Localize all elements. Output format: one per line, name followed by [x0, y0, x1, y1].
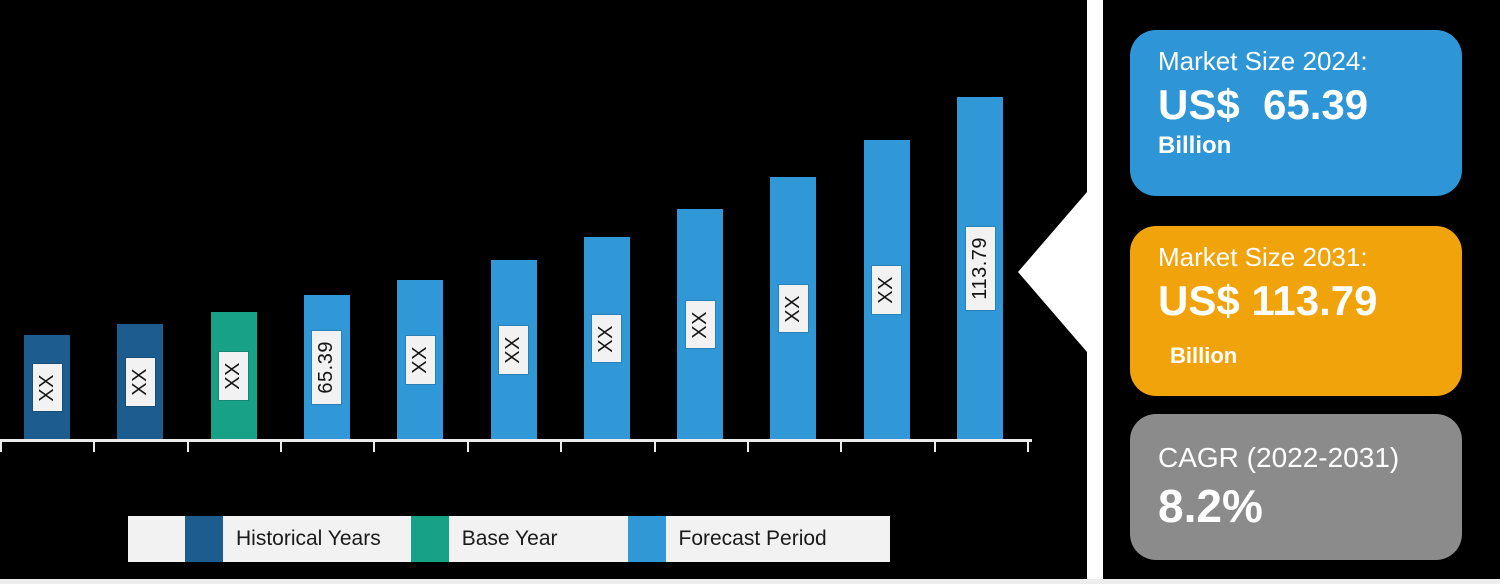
- bar-forecast-period: XX: [677, 209, 724, 440]
- x-axis-tick: [653, 442, 656, 452]
- legend-swatch: [627, 516, 666, 562]
- x-axis-tick: [93, 442, 96, 452]
- cagr-card: CAGR (2022-2031) 8.2%: [1130, 414, 1462, 560]
- bar-value-label: XX: [125, 358, 155, 406]
- legend-item-forecast-period: Forecast Period: [627, 516, 827, 562]
- bar-value-label: XX: [499, 326, 528, 374]
- bar-forecast-period: 113.79: [957, 97, 1003, 440]
- legend-item-base-year: Base Year: [410, 516, 558, 562]
- bar-forecast-period: XX: [770, 177, 817, 440]
- bar-value-label: XX: [778, 284, 808, 333]
- card-title: Market Size 2031:: [1158, 242, 1368, 272]
- bar-value-text: XX: [595, 324, 618, 353]
- bar-base-year: XX: [210, 312, 257, 440]
- x-axis-line: [0, 439, 1032, 442]
- bar-forecast-period: XX: [397, 280, 444, 440]
- chart-legend: Historical Years Base Year Forecast Period: [128, 516, 890, 562]
- legend-label: Base Year: [461, 527, 558, 550]
- bar-value-label: XX: [592, 314, 622, 363]
- bar-value-label: 113.79: [965, 227, 995, 310]
- legend-swatch: [185, 516, 223, 562]
- x-axis-tick: [840, 442, 843, 452]
- bar-value-text: XX: [128, 368, 151, 396]
- bar-value-text: XX: [781, 294, 804, 323]
- bottom-border: [0, 579, 1500, 584]
- card-unit: Billion: [1170, 342, 1238, 368]
- bar-value-text: XX: [222, 362, 245, 390]
- x-axis-tick: [1026, 442, 1029, 452]
- bar-value-text: XX: [35, 373, 58, 402]
- x-axis-tick: [0, 442, 2, 452]
- bar-chart-plot: XX XX XX 65.39 XX XX XX XX XX XX 113.79: [0, 97, 1032, 452]
- bar-value-label: XX: [405, 336, 435, 384]
- bar-value-text: XX: [502, 336, 524, 364]
- stat-cards: Market Size 2024: US$ 65.39 Billion Mark…: [1130, 0, 1462, 584]
- market-size-2031-card: Market Size 2031: US$ 113.79 Billion: [1130, 226, 1462, 396]
- card-value: 8.2%: [1158, 480, 1263, 532]
- card-value: US$ 65.39: [1158, 80, 1369, 128]
- legend-swatch: [410, 516, 449, 562]
- card-title: Market Size 2024:: [1158, 46, 1368, 76]
- x-axis-tick: [560, 442, 563, 452]
- bar-value-text: 113.79: [968, 237, 991, 300]
- bar-value-text: XX: [875, 276, 898, 304]
- bar-forecast-period: XX: [583, 237, 630, 440]
- card-unit: Billion: [1158, 131, 1232, 159]
- bar-forecast-period: 65.39: [303, 295, 350, 440]
- bar-value-text: XX: [688, 310, 711, 339]
- bar-value-label: XX: [685, 300, 715, 349]
- bar-value-label: XX: [872, 266, 902, 314]
- bar-value-text: XX: [408, 346, 431, 374]
- x-axis-tick: [933, 442, 936, 452]
- bar-value-label: XX: [219, 352, 249, 400]
- x-axis-tick: [186, 442, 189, 452]
- market-size-2024-card: Market Size 2024: US$ 65.39 Billion: [1130, 30, 1462, 196]
- x-axis-tick: [466, 442, 469, 452]
- bar-forecast-period: XX: [863, 140, 910, 440]
- card-value: US$ 113.79: [1158, 276, 1378, 324]
- bar-historical-years: XX: [117, 324, 164, 440]
- legend-label: Historical Years: [236, 527, 381, 550]
- card-title: CAGR (2022-2031): [1158, 442, 1400, 473]
- bar-value-label: 65.39: [312, 331, 342, 404]
- bar-value-text: 65.39: [315, 341, 338, 394]
- x-axis-tick: [746, 442, 749, 452]
- bar-historical-years: XX: [24, 335, 70, 440]
- x-axis-tick: [280, 442, 283, 452]
- legend-item-historical-years: Historical Years: [185, 516, 381, 562]
- callout-arrow-shape: [1018, 0, 1103, 584]
- x-axis-tick: [373, 442, 376, 452]
- bar-value-label: XX: [32, 363, 62, 412]
- legend-label: Forecast Period: [678, 527, 827, 550]
- bar-forecast-period: XX: [490, 260, 537, 440]
